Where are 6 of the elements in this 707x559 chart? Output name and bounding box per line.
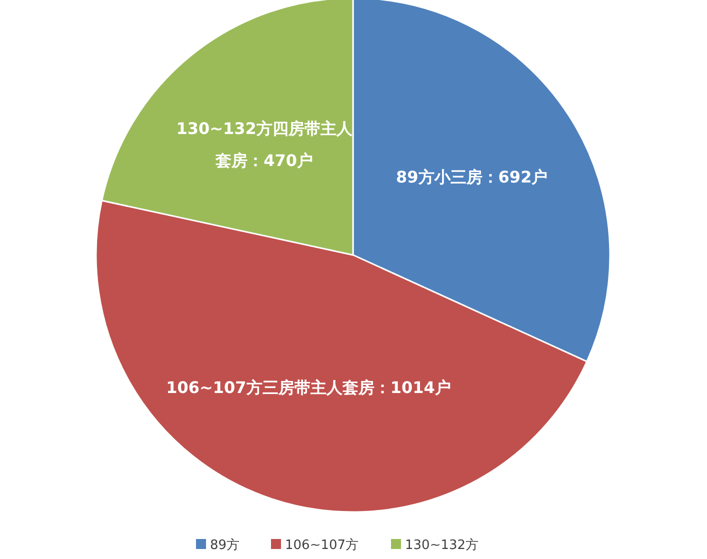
data-label: 89方小三房：692户 <box>396 168 548 187</box>
legend-label: 89方 <box>210 537 240 553</box>
data-label: 130~132方四房带主人套房：470户 <box>176 119 354 170</box>
legend-label: 106~107方 <box>285 537 359 553</box>
legend-label: 130~132方 <box>405 537 479 553</box>
data-label: 106~107方三房带主人套房：1014户 <box>166 378 451 398</box>
